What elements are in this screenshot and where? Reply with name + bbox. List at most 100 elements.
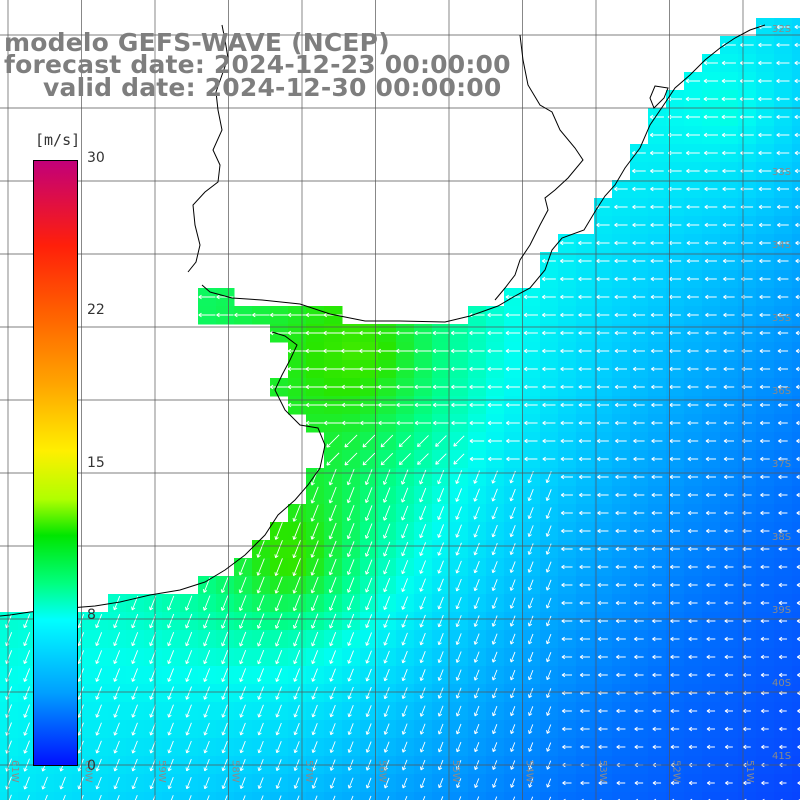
wind-arrow: [776, 168, 790, 174]
wind-arrow: [491, 651, 498, 663]
wind-arrow: [670, 726, 680, 732]
longitude-label: 56W: [377, 760, 388, 783]
wind-arrow: [796, 546, 800, 552]
wind-arrow: [777, 240, 789, 246]
wind-arrow: [760, 528, 770, 534]
wind-speed-cell: [792, 450, 800, 469]
wind-arrow: [578, 330, 592, 336]
wind-arrow: [760, 618, 770, 624]
wind-arrow: [704, 222, 718, 228]
wind-arrow: [721, 78, 737, 84]
wind-arrow: [509, 633, 516, 645]
wind-arrow: [491, 488, 498, 502]
wind-arrow: [455, 542, 462, 556]
wind-arrow: [432, 330, 450, 336]
wind-arrow: [670, 708, 680, 714]
wind-arrow: [706, 528, 716, 534]
wind-speed-cell: [666, 792, 685, 804]
wind-arrow: [113, 776, 120, 790]
wind-arrow: [487, 384, 503, 390]
wind-arrow: [721, 60, 736, 66]
wind-arrow: [487, 366, 503, 372]
wind-arrow: [560, 366, 574, 372]
wind-arrow: [433, 420, 449, 426]
wind-arrow: [776, 150, 790, 156]
wind-arrow: [614, 186, 628, 192]
wind-arrow: [777, 312, 789, 318]
wind-arrow: [759, 402, 770, 408]
wind-arrow: [401, 723, 408, 735]
wind-arrow: [542, 402, 556, 408]
coastline-south: [0, 331, 326, 617]
wind-arrow: [113, 668, 121, 682]
wind-arrow: [492, 778, 498, 788]
wind-arrow: [650, 348, 663, 354]
wind-arrow: [473, 506, 480, 520]
wind-arrow: [221, 613, 229, 629]
wind-arrow: [669, 420, 681, 426]
wind-arrow: [723, 366, 735, 372]
wind-arrow: [131, 650, 139, 665]
wind-arrow: [383, 705, 390, 717]
wind-arrow: [650, 186, 664, 192]
wind-arrow: [597, 618, 609, 624]
wind-arrow: [328, 522, 337, 540]
latitude-label: 38S: [772, 532, 791, 543]
wind-speed-cell: [792, 594, 800, 613]
wind-arrow: [419, 524, 427, 539]
wind-arrow: [293, 650, 301, 665]
wind-arrow: [437, 596, 444, 610]
wind-arrow: [414, 420, 432, 426]
wind-arrow: [546, 706, 552, 716]
wind-arrow: [778, 438, 788, 444]
wind-arrow: [455, 687, 462, 699]
wind-arrow: [687, 546, 698, 552]
wind-arrow: [703, 96, 719, 102]
wind-arrow: [456, 778, 462, 789]
wind-arrow: [311, 741, 318, 754]
wind-arrow: [59, 776, 66, 790]
wind-arrow: [341, 384, 361, 390]
wind-arrow: [669, 528, 680, 534]
wind-arrow: [216, 294, 234, 300]
wind-arrow: [795, 258, 800, 264]
wind-arrow: [578, 366, 592, 372]
wind-speed-cell: [612, 792, 631, 804]
wind-arrow: [95, 614, 103, 629]
wind-arrow: [795, 348, 800, 354]
wind-speed-cell: [774, 792, 793, 804]
wind-arrow: [649, 150, 664, 156]
wind-arrow: [723, 330, 735, 336]
wind-arrow: [688, 636, 698, 642]
wind-arrow: [706, 582, 716, 588]
wind-arrow: [633, 438, 645, 444]
wind-arrow: [527, 579, 534, 591]
wind-speed-cell: [792, 648, 800, 667]
wind-arrow: [652, 708, 662, 714]
wind-arrow: [396, 366, 414, 372]
wind-arrow: [238, 576, 247, 594]
wind-arrow: [239, 704, 246, 718]
longitude-label: 57W: [303, 760, 314, 783]
wind-arrow: [95, 722, 102, 736]
wind-arrow: [305, 384, 325, 390]
wind-arrow: [632, 240, 646, 246]
wind-arrow: [524, 402, 538, 408]
wind-arrow: [383, 559, 391, 575]
wind-arrow: [686, 186, 700, 192]
wind-arrow: [95, 650, 103, 664]
wind-arrow: [739, 96, 755, 102]
wind-arrow: [650, 240, 664, 246]
wind-arrow: [633, 582, 644, 588]
wind-arrow: [723, 474, 734, 480]
wind-speed-cell: [792, 576, 800, 595]
wind-arrow: [721, 96, 737, 102]
wind-arrow: [561, 636, 573, 642]
wind-arrow: [777, 222, 789, 228]
wind-arrow: [473, 742, 480, 753]
wind-arrow: [216, 312, 234, 318]
wind-arrow: [311, 631, 319, 647]
wind-arrow: [560, 510, 573, 516]
wind-arrow: [633, 492, 645, 498]
wind-arrow: [545, 525, 552, 537]
